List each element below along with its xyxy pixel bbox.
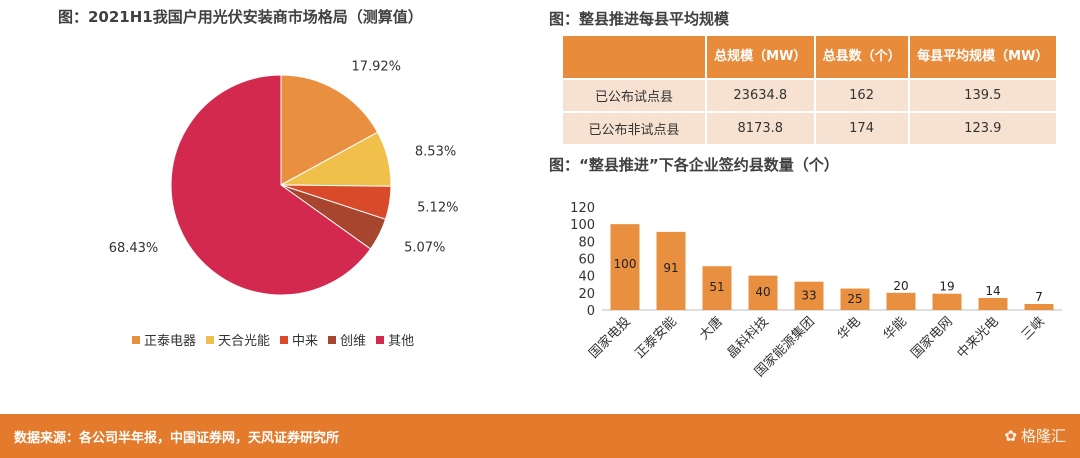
- bar: [978, 297, 1008, 310]
- table-header-cell: 总规模（MW）: [706, 36, 816, 79]
- legend-swatch: [280, 335, 289, 344]
- table-cell: 8173.8: [706, 111, 816, 144]
- bar: [886, 292, 916, 310]
- pie-data-label: 17.92%: [351, 59, 401, 74]
- table-cell: 123.9: [908, 111, 1056, 144]
- y-tick-label: 60: [578, 253, 595, 268]
- watermark-text: 格隆汇: [1020, 427, 1066, 445]
- legend-item: 其他: [376, 330, 414, 349]
- table-cell: 23634.8: [706, 78, 816, 112]
- table-header-row: 总规模（MW） 总县数（个） 每县平均规模（MW）: [563, 36, 1056, 79]
- x-tick-label: 大唐: [696, 314, 726, 344]
- bar: [748, 275, 778, 310]
- y-tick-label: 40: [578, 270, 595, 285]
- legend-label: 其他: [388, 334, 415, 349]
- y-tick-label: 100: [570, 218, 595, 233]
- pie-data-label: 5.07%: [404, 240, 445, 255]
- pie-data-label: 8.53%: [415, 145, 456, 160]
- legend-label: 创维: [340, 334, 367, 349]
- table-title: 图：整县推进每县平均规模: [549, 10, 730, 28]
- bar-data-label: 33: [801, 288, 816, 302]
- x-tick-label: 中来光电: [954, 314, 1001, 361]
- pie-legend: 正泰电器 天合光能 中来 创维 其他: [132, 330, 414, 349]
- bar: [610, 224, 640, 310]
- bar-data-label: 20: [893, 279, 908, 293]
- pie-slice-0: [280, 74, 379, 186]
- bar-data-label: 25: [847, 292, 862, 306]
- y-tick-label: 20: [578, 287, 595, 302]
- bar-data-label: 7: [1035, 290, 1043, 304]
- legend-item: 正泰电器: [132, 330, 196, 349]
- x-tick-label: 华电: [835, 314, 864, 343]
- table-header-cell: [563, 36, 707, 79]
- table-cell: 162: [814, 78, 910, 112]
- table-row: 已公布非试点县 8173.8 174 123.9: [563, 111, 1056, 144]
- bar-data-label: 14: [985, 284, 1000, 298]
- table-cell: 139.5: [908, 78, 1056, 112]
- bar-data-label: 19: [939, 280, 954, 294]
- bar-chart-title: 图：“整县推进”下各企业签约县数量（个）: [549, 156, 839, 174]
- bar: [656, 231, 686, 310]
- watermark: ✿ 格隆汇: [1004, 425, 1066, 446]
- bar: [794, 281, 824, 310]
- legend-swatch: [376, 335, 385, 344]
- scale-table: 总规模（MW） 总县数（个） 每县平均规模（MW） 已公布试点县 23634.8…: [563, 36, 1056, 144]
- x-tick-label: 正泰安能: [632, 314, 679, 361]
- legend-item: 中来: [280, 330, 318, 349]
- y-tick-label: 0: [587, 304, 595, 319]
- flower-logo-icon: ✿: [1004, 426, 1017, 445]
- x-tick-label: 晶科科技: [724, 314, 771, 361]
- pie-slice-4: [170, 74, 372, 296]
- y-tick-label: 120: [570, 201, 595, 216]
- x-tick-label: 三峡: [1019, 314, 1048, 343]
- x-tick-label: 华能: [881, 314, 910, 343]
- table-cell: 已公布非试点县: [563, 111, 707, 144]
- legend-label: 天合光能: [218, 334, 271, 349]
- legend-swatch: [132, 335, 140, 344]
- legend-item: 创维: [328, 330, 366, 349]
- pie-chart-title: 图：2021H1我国户用光伏安装商市场格局（测算值）: [58, 8, 423, 26]
- bar: [840, 288, 870, 310]
- bar: [932, 293, 962, 310]
- bar: [702, 266, 732, 310]
- legend-swatch: [328, 335, 337, 344]
- pie-chart: 17.92% 8.53% 5.12% 5.07% 68.43%: [109, 59, 458, 296]
- bar-data-label: 51: [709, 280, 724, 294]
- legend-item: 天合光能: [206, 330, 270, 349]
- bar-data-label: 100: [614, 257, 637, 271]
- x-tick-label: 国家电投: [586, 314, 634, 362]
- table-cell: 已公布试点县: [563, 78, 707, 112]
- table-row: 已公布试点县 23634.8 162 139.5: [563, 78, 1056, 112]
- table-header-cell: 总县数（个）: [814, 36, 910, 79]
- bar-data-label: 91: [663, 261, 678, 275]
- footer-bar: 数据来源：各公司半年报，中国证券网，天风证券研究所 ✿ 格隆汇: [0, 414, 1080, 458]
- table-cell: 174: [814, 111, 910, 144]
- data-source-text: 数据来源：各公司半年报，中国证券网，天风证券研究所: [14, 431, 340, 446]
- legend-label: 正泰电器: [144, 334, 197, 349]
- y-tick-label: 80: [578, 235, 595, 250]
- pie-data-label: 68.43%: [109, 241, 159, 256]
- x-tick-label: 国家电网: [908, 314, 956, 362]
- legend-label: 中来: [292, 334, 319, 349]
- pie-data-label: 5.12%: [417, 201, 458, 216]
- table-header-cell: 每县平均规模（MW）: [908, 36, 1056, 79]
- bar-chart: 0 20 40 60 80 100 120 100 国家电投 91 正泰安能 51 大唐 40 晶科科技 33…: [570, 201, 1062, 380]
- bar: [1024, 303, 1054, 310]
- bar-data-label: 40: [755, 285, 770, 299]
- legend-swatch: [206, 335, 215, 344]
